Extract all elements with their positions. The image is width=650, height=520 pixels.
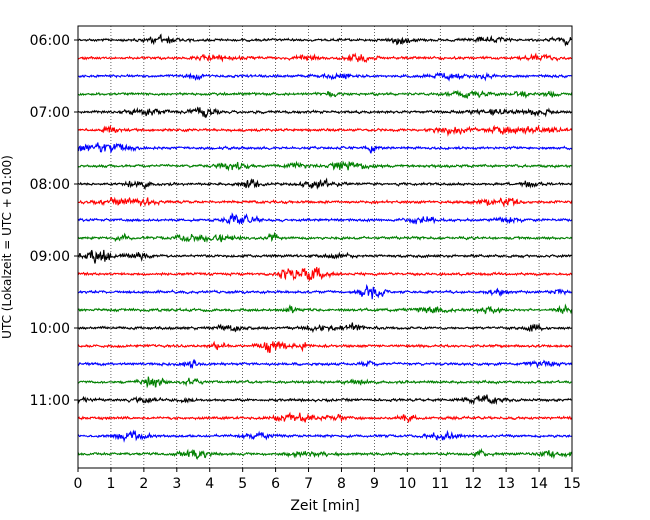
trace-line bbox=[77, 160, 573, 172]
x-tick-label: 12 bbox=[464, 476, 482, 492]
trace-line bbox=[77, 89, 573, 100]
trace-line bbox=[77, 71, 573, 82]
trace-line bbox=[77, 376, 573, 389]
y-axis: 06:00 07:00 08:00 09:00 10:00 11:00 bbox=[30, 33, 78, 409]
x-tick-label: 6 bbox=[271, 476, 280, 492]
x-axis: 0 1 2 3 4 5 6 7 8 9 10 11 12 13 14 15 bbox=[74, 468, 581, 492]
trace-line bbox=[77, 303, 573, 315]
x-tick-label: 1 bbox=[106, 476, 115, 492]
x-tick-label: 11 bbox=[431, 476, 449, 492]
x-tick-label: 0 bbox=[74, 476, 83, 492]
trace-line bbox=[77, 106, 573, 119]
plot-background bbox=[78, 26, 572, 468]
x-tick-label: 3 bbox=[172, 476, 181, 492]
trace-line bbox=[77, 142, 573, 154]
trace-line bbox=[77, 447, 573, 460]
x-tick-label: 7 bbox=[304, 476, 313, 492]
trace-line bbox=[77, 411, 573, 423]
x-tick-label: 9 bbox=[370, 476, 379, 492]
trace-line bbox=[77, 196, 573, 208]
x-tick-label: 14 bbox=[530, 476, 548, 492]
y-tick-label: 06:00 bbox=[30, 33, 70, 49]
trace-line bbox=[77, 266, 573, 282]
x-tick-label: 2 bbox=[139, 476, 148, 492]
trace-line bbox=[77, 52, 573, 64]
trace-line bbox=[77, 33, 573, 47]
x-tick-label: 15 bbox=[563, 476, 581, 492]
x-tick-label: 13 bbox=[497, 476, 515, 492]
trace-line bbox=[77, 358, 573, 369]
trace-line bbox=[77, 177, 573, 191]
x-axis-title: Zeit [min] bbox=[290, 498, 359, 514]
x-tick-label: 10 bbox=[398, 476, 416, 492]
y-tick-label: 10:00 bbox=[30, 321, 70, 337]
trace-line bbox=[77, 429, 573, 443]
trace-line bbox=[77, 212, 573, 226]
trace-line bbox=[77, 322, 573, 334]
y-tick-label: 07:00 bbox=[30, 105, 70, 121]
trace-line bbox=[77, 124, 573, 137]
plot-frame bbox=[77, 25, 573, 469]
trace-line bbox=[77, 394, 573, 406]
trace-line bbox=[77, 340, 573, 354]
trace-line bbox=[77, 231, 573, 244]
y-axis-title: UTC (Lokalzeit = UTC + 01:00) bbox=[0, 155, 14, 339]
x-tick-label: 8 bbox=[337, 476, 346, 492]
trace-line bbox=[77, 249, 573, 264]
x-tick-label: 4 bbox=[205, 476, 214, 492]
x-tick-label: 5 bbox=[238, 476, 247, 492]
y-tick-label: 08:00 bbox=[30, 177, 70, 193]
y-tick-label: 11:00 bbox=[30, 393, 70, 409]
y-tick-label: 09:00 bbox=[30, 249, 70, 265]
seismic-traces bbox=[77, 33, 573, 460]
trace-line bbox=[77, 283, 573, 300]
